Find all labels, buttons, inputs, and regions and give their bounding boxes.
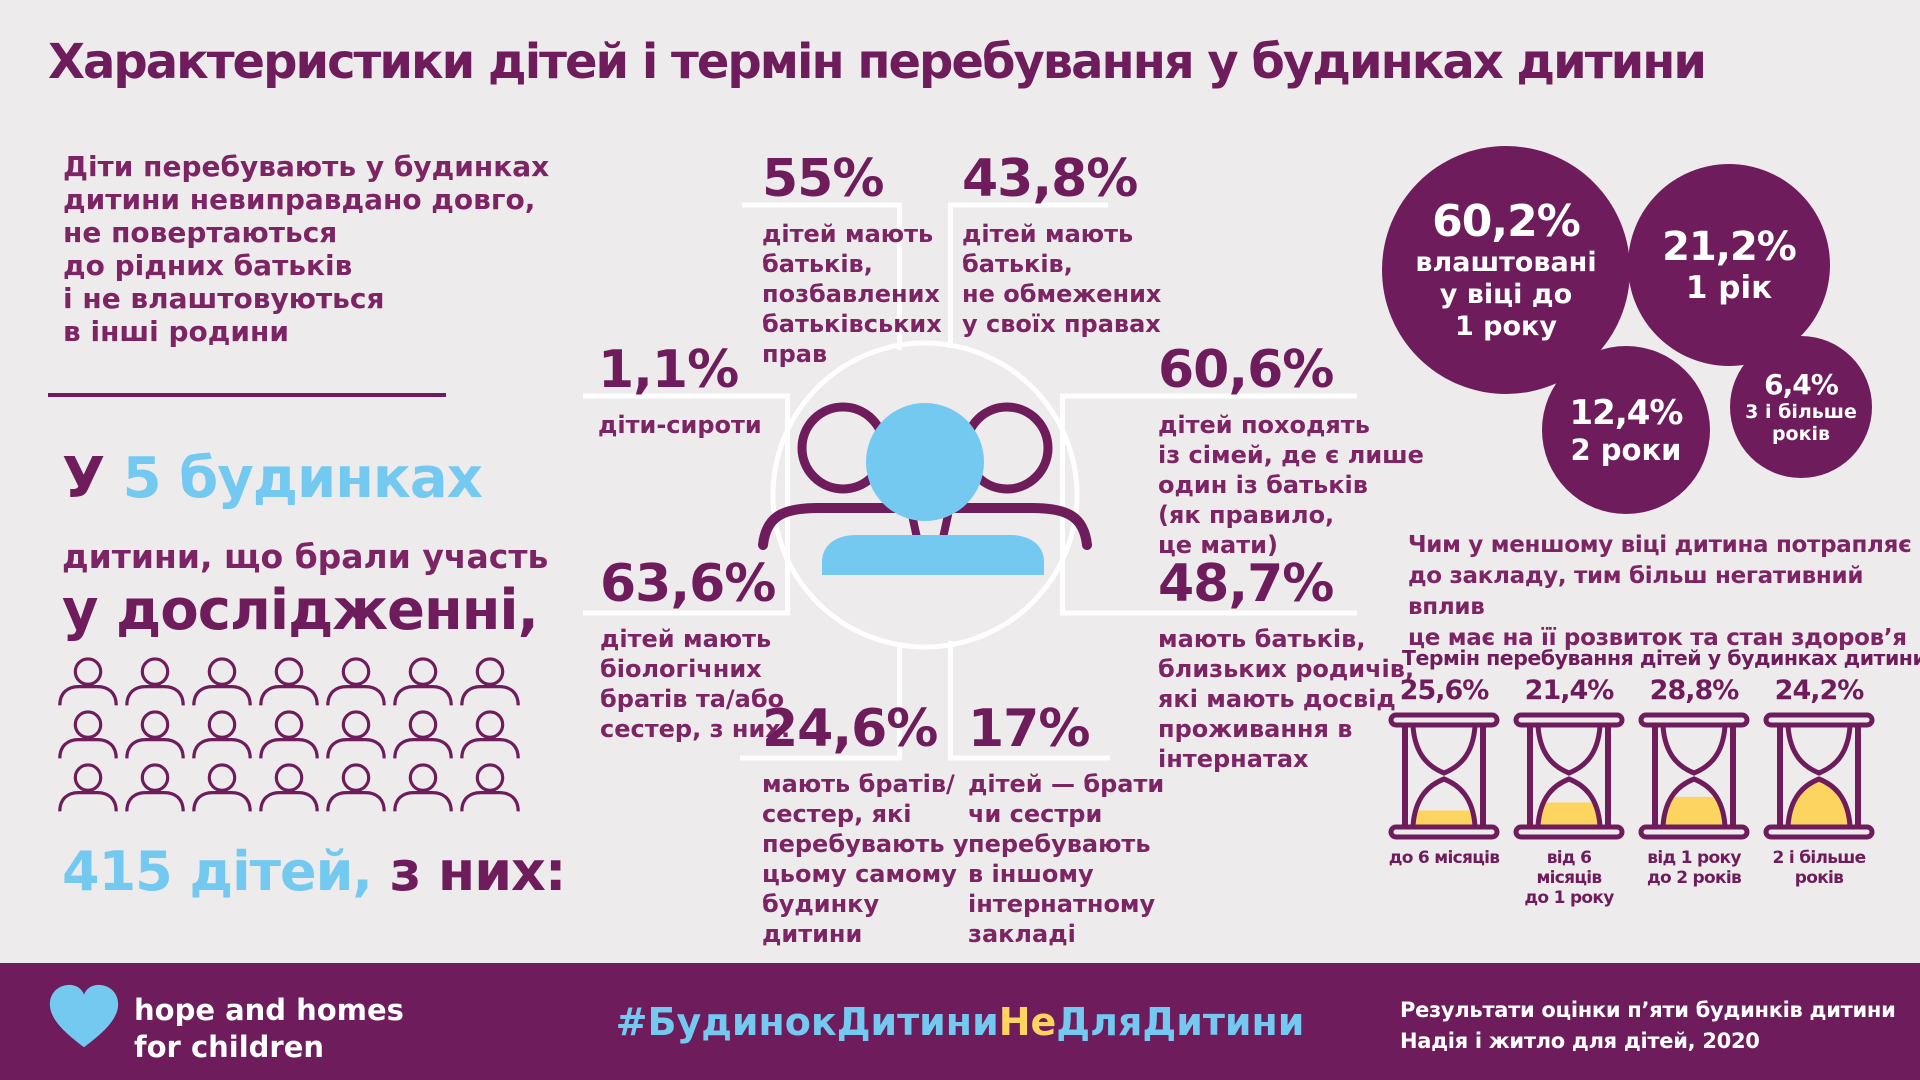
hourglass-icon	[1763, 712, 1875, 840]
study-line: у дослідженні,	[62, 578, 539, 643]
stat-55: 55% дітей мають батьків, позбавлених бат…	[762, 149, 942, 368]
person-icon	[58, 657, 118, 706]
child-body-icon	[822, 535, 1044, 575]
children-count-line: 415 дітей, з них:	[62, 840, 567, 903]
source-note: Результати оцінки п’яти будинків дитини …	[1400, 998, 1896, 1053]
person-icon	[259, 710, 319, 759]
people-pictogram-grid	[57, 656, 521, 812]
child-head-icon	[866, 403, 984, 521]
divider-line	[48, 393, 446, 397]
age-impact-note: Чим у меншому віці дитина потрапляє до з…	[1408, 532, 1912, 651]
parent-head-right-icon	[961, 402, 1053, 494]
person-icon	[460, 763, 520, 812]
logo-wordmark: hope and homes for children	[134, 993, 404, 1064]
houses-highlight: 5 будинках	[122, 446, 483, 511]
stat-48-7: 48,7% мають батьків, близьких родичів, я…	[1158, 554, 1415, 773]
duration-hourglass-row: 25,6% до 6 місяців 21,4%	[1388, 676, 1875, 908]
person-icon	[393, 763, 453, 812]
campaign-hashtag: #БудинокДитиниНеДляДитини	[615, 1000, 1305, 1044]
person-icon	[192, 710, 252, 759]
houses-headline: У 5 будинках	[62, 446, 483, 511]
family-circle	[770, 340, 1080, 650]
age-bubble-3-plus-years: 6,4% 3 і більше років	[1730, 336, 1872, 478]
stat-24-6: 24,6% мають братів/ сестер, які перебува…	[762, 699, 969, 948]
person-icon	[460, 710, 520, 759]
person-icon	[393, 657, 453, 706]
parents-shoulders-icon	[758, 503, 1092, 550]
age-bubble-1-year: 21,2% 1 рік	[1628, 164, 1830, 366]
person-icon	[58, 710, 118, 759]
middle-person-neck-icon	[908, 511, 952, 551]
stat-60-6: 60,6% дітей походять із сімей, де є лише…	[1158, 340, 1424, 559]
person-icon	[460, 657, 520, 706]
page-title: Характеристики дітей і термін перебуванн…	[48, 34, 1707, 90]
stat-17: 17% дітей — брати чи сестри перебувають …	[968, 699, 1165, 948]
person-icon	[125, 763, 185, 812]
duration-item-1: 21,4% від 6 місяців до 1 року	[1513, 676, 1625, 908]
hourglass-icon	[1638, 712, 1750, 840]
duration-heading: Термін перебування дітей у будинках дити…	[1402, 646, 1920, 670]
person-icon	[58, 763, 118, 812]
person-icon	[259, 763, 319, 812]
stat-43-8: 43,8% дітей мають батьків, не обмежених …	[962, 149, 1162, 338]
parent-head-left-icon	[797, 402, 889, 494]
intro-paragraph: Діти перебувають у будинках дитини невип…	[63, 150, 550, 348]
person-icon	[259, 657, 319, 706]
footer-bar	[0, 963, 1920, 1080]
person-icon	[125, 657, 185, 706]
houses-prefix: У	[62, 446, 123, 511]
person-icon	[326, 657, 386, 706]
heart-logo-icon	[49, 984, 119, 1048]
stat-1-1: 1,1% діти-сироти	[598, 340, 762, 439]
person-icon	[125, 710, 185, 759]
person-icon	[326, 763, 386, 812]
children-count-suffix: з них:	[371, 840, 567, 903]
houses-subline: дитини, що брали участь	[62, 537, 549, 576]
duration-item-2: 28,8% від 1 року до 2 років	[1638, 676, 1750, 908]
person-icon	[326, 710, 386, 759]
stat-63-6: 63,6% дітей мають біологічних братів та/…	[600, 554, 791, 743]
person-icon	[192, 657, 252, 706]
person-icon	[393, 710, 453, 759]
age-bubble-under-1-year: 60,2% влаштовані у віці до 1 року	[1382, 146, 1630, 394]
duration-item-0: 25,6% до 6 місяців	[1388, 675, 1500, 868]
age-bubble-2-years: 12,4% 2 роки	[1542, 346, 1710, 514]
hourglass-icon	[1388, 712, 1500, 840]
hourglass-icon	[1513, 712, 1625, 840]
person-icon	[192, 763, 252, 812]
children-count-highlight: 415 дітей,	[62, 840, 373, 903]
duration-item-3: 24,2% 2 і більше років	[1763, 676, 1875, 908]
